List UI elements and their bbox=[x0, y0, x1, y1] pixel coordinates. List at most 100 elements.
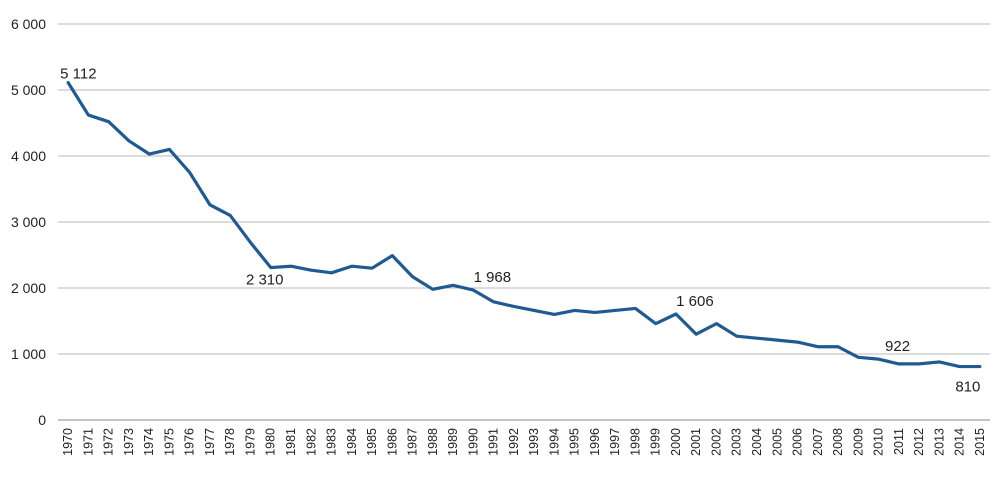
data-label: 810 bbox=[955, 379, 980, 396]
data-point bbox=[87, 114, 90, 116]
x-tick-label: 1979 bbox=[243, 428, 257, 456]
x-tick-label: 1973 bbox=[122, 428, 136, 456]
x-tick-label: 1982 bbox=[304, 428, 318, 456]
data-point bbox=[432, 288, 434, 291]
x-tick-label: 2010 bbox=[872, 428, 886, 456]
x-tick-label: 1970 bbox=[61, 428, 75, 456]
x-tick-label: 2014 bbox=[953, 428, 967, 456]
x-tick-label: 2004 bbox=[750, 428, 764, 456]
x-tick-label: 2012 bbox=[912, 428, 926, 456]
x-tick-label: 2000 bbox=[669, 428, 683, 456]
data-point bbox=[634, 307, 637, 310]
data-point bbox=[573, 309, 576, 312]
gridlines bbox=[58, 23, 990, 421]
x-tick-label: 1997 bbox=[608, 428, 622, 456]
data-point bbox=[107, 120, 110, 123]
data-point bbox=[816, 345, 819, 348]
x-tick-label: 1992 bbox=[507, 428, 521, 456]
data-point bbox=[796, 341, 799, 343]
data-point bbox=[330, 272, 333, 274]
x-tick-label: 1995 bbox=[568, 428, 582, 456]
x-tick-label: 1991 bbox=[487, 428, 501, 456]
x-tick-label: 1972 bbox=[102, 428, 116, 456]
data-label: 1 968 bbox=[474, 269, 512, 286]
y-axis-ticks: 0 1 000 2 000 3 000 4 000 5 000 6 000 bbox=[11, 16, 46, 428]
data-point bbox=[675, 313, 677, 315]
y-tick-label: 5 000 bbox=[11, 82, 46, 98]
data-point bbox=[452, 284, 454, 287]
data-point bbox=[958, 365, 961, 368]
data-point bbox=[229, 214, 232, 217]
data-point bbox=[837, 345, 839, 348]
x-tick-label: 2013 bbox=[932, 428, 946, 456]
x-tick-label: 2006 bbox=[791, 428, 805, 456]
data-point bbox=[411, 275, 414, 278]
x-tick-label: 1980 bbox=[264, 428, 278, 456]
series-line bbox=[66, 81, 982, 369]
x-tick-label: 1985 bbox=[365, 428, 379, 456]
x-tick-label: 1994 bbox=[547, 428, 561, 456]
data-point bbox=[350, 265, 353, 268]
x-tick-label: 1983 bbox=[325, 428, 339, 456]
data-label: 1 606 bbox=[676, 293, 714, 310]
data-point bbox=[654, 322, 657, 325]
data-label: 2 310 bbox=[246, 272, 284, 289]
data-point bbox=[513, 305, 515, 308]
y-tick-label: 3 000 bbox=[11, 214, 46, 230]
x-tick-label: 1984 bbox=[345, 428, 359, 456]
data-point bbox=[594, 311, 596, 314]
y-tick-label: 2 000 bbox=[11, 280, 46, 296]
x-tick-label: 1978 bbox=[223, 428, 237, 456]
data-point bbox=[472, 289, 475, 291]
y-tick-label: 6 000 bbox=[11, 16, 46, 32]
data-point bbox=[756, 337, 758, 339]
data-point bbox=[209, 204, 211, 206]
data-point bbox=[898, 363, 900, 365]
y-tick-label: 1 000 bbox=[11, 346, 46, 362]
x-tick-label: 1971 bbox=[81, 428, 95, 456]
data-point bbox=[857, 356, 860, 359]
x-tick-label: 2002 bbox=[709, 428, 723, 456]
data-point bbox=[614, 309, 616, 312]
data-point bbox=[148, 153, 150, 155]
x-tick-label: 1981 bbox=[284, 428, 298, 456]
data-point bbox=[290, 265, 292, 268]
x-tick-label: 1986 bbox=[385, 428, 399, 456]
data-point bbox=[188, 171, 191, 174]
x-tick-label: 1996 bbox=[588, 428, 602, 456]
data-point bbox=[735, 335, 738, 337]
x-tick-label: 2001 bbox=[689, 428, 703, 456]
data-point bbox=[269, 266, 272, 269]
data-point bbox=[877, 358, 880, 360]
x-tick-label: 1988 bbox=[426, 428, 440, 456]
data-labels: 5 112 2 310 1 968 1 606 922 810 bbox=[60, 66, 980, 396]
x-tick-label: 2015 bbox=[973, 428, 987, 456]
series-lines bbox=[66, 81, 982, 369]
x-tick-label: 1999 bbox=[649, 428, 663, 456]
data-point bbox=[128, 140, 130, 142]
data-label: 922 bbox=[885, 338, 910, 355]
data-point bbox=[695, 333, 698, 336]
x-tick-label: 2009 bbox=[851, 428, 865, 456]
data-point bbox=[492, 301, 495, 303]
x-tick-label: 2005 bbox=[770, 428, 784, 456]
data-point bbox=[168, 148, 171, 151]
y-tick-label: 4 000 bbox=[11, 148, 46, 164]
x-tick-label: 1975 bbox=[162, 428, 176, 456]
x-tick-label: 2011 bbox=[892, 428, 906, 455]
data-point bbox=[391, 254, 394, 257]
data-point bbox=[979, 365, 981, 368]
x-axis-ticks: 1970 1971 1972 1973 1974 1975 1976 1977 1978 1979… bbox=[61, 428, 987, 456]
data-label: 5 112 bbox=[60, 66, 96, 83]
x-tick-label: 2007 bbox=[811, 428, 825, 456]
x-tick-label: 1977 bbox=[203, 428, 217, 456]
x-tick-label: 1990 bbox=[466, 428, 480, 456]
x-tick-label: 1993 bbox=[527, 428, 541, 456]
data-point bbox=[249, 241, 252, 244]
x-tick-label: 2008 bbox=[831, 428, 845, 456]
data-point bbox=[938, 361, 941, 363]
x-tick-label: 2003 bbox=[730, 428, 744, 456]
x-tick-label: 1998 bbox=[628, 428, 642, 456]
data-point bbox=[67, 81, 69, 84]
